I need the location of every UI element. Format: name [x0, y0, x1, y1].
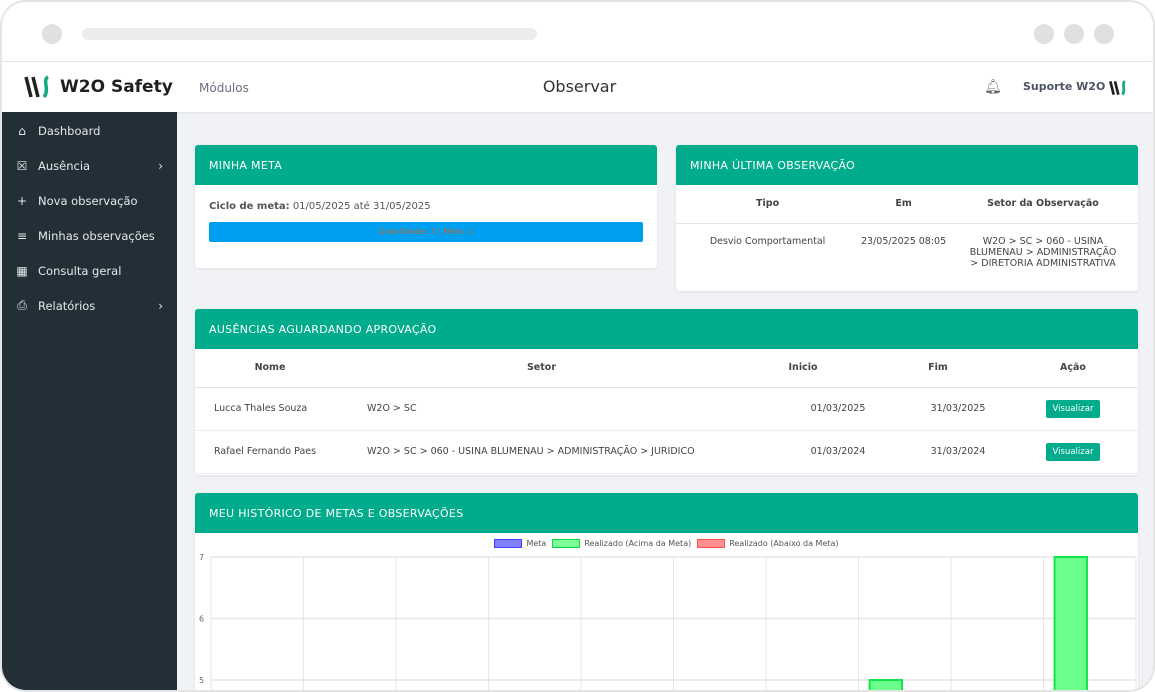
table-row: Rafael Fernando Paes W2O > SC > 060 - US… — [195, 430, 1138, 474]
cycle-value: 01/05/2025 até 31/05/2025 — [292, 201, 431, 212]
cell-start: 01/03/2025 — [738, 387, 868, 431]
card-title: MINHA META — [195, 145, 657, 185]
absences-table: Nome Setor Inicio Fim Ação Lucca Thales … — [195, 349, 1138, 474]
my-goal-card: MINHA META Ciclo de meta: 01/05/2025 até… — [195, 145, 657, 268]
sidebar-item-label: Consulta geral — [38, 263, 122, 278]
window-control[interactable] — [1094, 24, 1114, 44]
cell-sector: W2O > SC > 060 - USINA BLUMENAU > ADMINI… — [969, 235, 1117, 269]
cycle-label: Ciclo de meta: — [209, 201, 290, 212]
cell-sector: W2O > SC — [345, 387, 738, 431]
brand-logo[interactable]: W2O Safety — [24, 74, 173, 100]
sidebar-item-relatórios[interactable]: ⎙ Relatórios › — [2, 288, 177, 323]
modules-menu[interactable]: Módulos — [199, 81, 249, 95]
goal-progress-bar: Quantidade: 3 | Meta: 1 — [209, 222, 643, 242]
chevron-right-icon: › — [158, 158, 163, 173]
y-tick-label: 5 — [199, 676, 204, 685]
col-header: Nome — [195, 349, 345, 388]
cell-end: 31/03/2024 — [868, 430, 1008, 474]
sidebar-item-label: Dashboard — [38, 123, 101, 138]
col-header: Setor da Observação — [948, 185, 1138, 224]
bar-realizado-acima — [868, 679, 903, 690]
legend-swatch — [494, 539, 523, 548]
last-observation-table: Tipo Em Setor da Observação Desvio Comport… — [676, 185, 1138, 289]
cell-name: Lucca Thales Souza — [195, 387, 345, 431]
chart-legend: Meta Realizado (Acima da Meta) Realizado… — [195, 539, 1138, 548]
address-bar[interactable] — [82, 28, 537, 40]
calendar-x-icon: ☒ — [16, 158, 28, 173]
sidebar-item-label: Minhas observações — [38, 228, 155, 243]
cell-type: Desvio Comportamental — [709, 235, 826, 247]
cell-start: 01/03/2024 — [738, 430, 868, 474]
legend-swatch — [552, 539, 581, 548]
col-header: Tipo — [676, 185, 860, 224]
progress-fill: Quantidade: 3 | Meta: 1 — [209, 222, 643, 242]
sidebar-item-nova-observação[interactable]: + Nova observação — [2, 183, 177, 218]
window-control[interactable] — [1064, 24, 1084, 44]
browser-chrome — [2, 2, 1153, 62]
cell-name: Rafael Fernando Paes — [195, 430, 345, 474]
window-control[interactable] — [1034, 24, 1054, 44]
history-chart: 7 6 5 — [199, 553, 1137, 690]
user-menu[interactable]: Suporte W2O — [1023, 80, 1106, 93]
legend-item[interactable]: Meta — [494, 539, 546, 548]
bell-icon[interactable]: 🔔︎ — [984, 79, 1002, 95]
card-title: MEU HISTÓRICO DE METAS E OBSERVAÇÕES — [195, 493, 1138, 533]
legend-item[interactable]: Realizado (Acima da Meta) — [552, 539, 691, 548]
sidebar-item-ausência[interactable]: ☒ Ausência › — [2, 148, 177, 183]
legend-label: Realizado (Abaixo da Meta) — [729, 539, 839, 548]
cell-end: 31/03/2025 — [868, 387, 1008, 431]
cell-date: 23/05/2025 08:05 — [860, 235, 947, 247]
legend-label: Meta — [526, 539, 547, 548]
sidebar-item-consulta-geral[interactable]: ▦ Consulta geral — [2, 253, 177, 288]
chevron-right-icon: › — [158, 298, 163, 313]
table-row: Lucca Thales Souza W2O > SC 01/03/2025 3… — [195, 387, 1138, 431]
printer-icon: ⎙ — [17, 298, 27, 312]
legend-item[interactable]: Realizado (Abaixo da Meta) — [697, 539, 839, 548]
history-card: MEU HISTÓRICO DE METAS E OBSERVAÇÕES Met… — [195, 493, 1138, 690]
col-header: Ação — [1008, 349, 1138, 388]
sidebar-item-label: Relatórios — [38, 298, 96, 313]
legend-label: Realizado (Acima da Meta) — [584, 539, 692, 548]
list-icon: ≡ — [16, 228, 28, 243]
cell-sector: W2O > SC > 060 - USINA BLUMENAU > ADMINI… — [345, 430, 738, 474]
last-observation-card: MINHA ÚLTIMA OBSERVAÇÃO Tipo Em Setor da O… — [676, 145, 1138, 291]
top-navbar: W2O Safety Módulos Observar 🔔︎ Suporte W… — [2, 62, 1153, 112]
w2o-logo-icon — [1109, 80, 1126, 96]
absences-card: AUSÊNCIAS AGUARDANDO APROVAÇÃO Nome Seto… — [195, 309, 1138, 475]
sidebar-item-label: Nova observação — [38, 193, 138, 208]
window-dot — [42, 24, 62, 44]
home-icon: ⌂ — [18, 123, 26, 138]
col-header: Setor — [345, 349, 738, 388]
view-button[interactable]: Visualizar — [1045, 442, 1101, 461]
card-title: MINHA ÚLTIMA OBSERVAÇÃO — [676, 145, 1138, 185]
col-header: Em — [859, 185, 948, 224]
sidebar: ⌂ Dashboard ☒ Ausência › + Nova observação ≡ Min… — [2, 112, 177, 690]
bar-realizado-acima — [1053, 556, 1088, 690]
page-title: Observar — [542, 77, 617, 96]
y-tick-label: 7 — [199, 553, 204, 562]
sidebar-item-label: Ausência — [38, 158, 91, 173]
w2o-logo-icon — [24, 75, 50, 99]
grid-icon: ▦ — [16, 263, 28, 278]
sidebar-item-dashboard[interactable]: ⌂ Dashboard — [2, 113, 177, 148]
plus-icon: + — [16, 193, 28, 208]
sidebar-item-minhas-observações[interactable]: ≡ Minhas observações — [2, 218, 177, 253]
legend-swatch — [697, 539, 726, 548]
card-title: AUSÊNCIAS AGUARDANDO APROVAÇÃO — [195, 309, 1138, 349]
y-tick-label: 6 — [199, 615, 204, 624]
col-header: Inicio — [738, 349, 868, 388]
brand-name: W2O Safety — [60, 77, 173, 97]
view-button[interactable]: Visualizar — [1045, 399, 1101, 418]
col-header: Fim — [868, 349, 1008, 388]
table-row: Desvio Comportamental 23/05/2025 08:05 W… — [676, 223, 1138, 289]
